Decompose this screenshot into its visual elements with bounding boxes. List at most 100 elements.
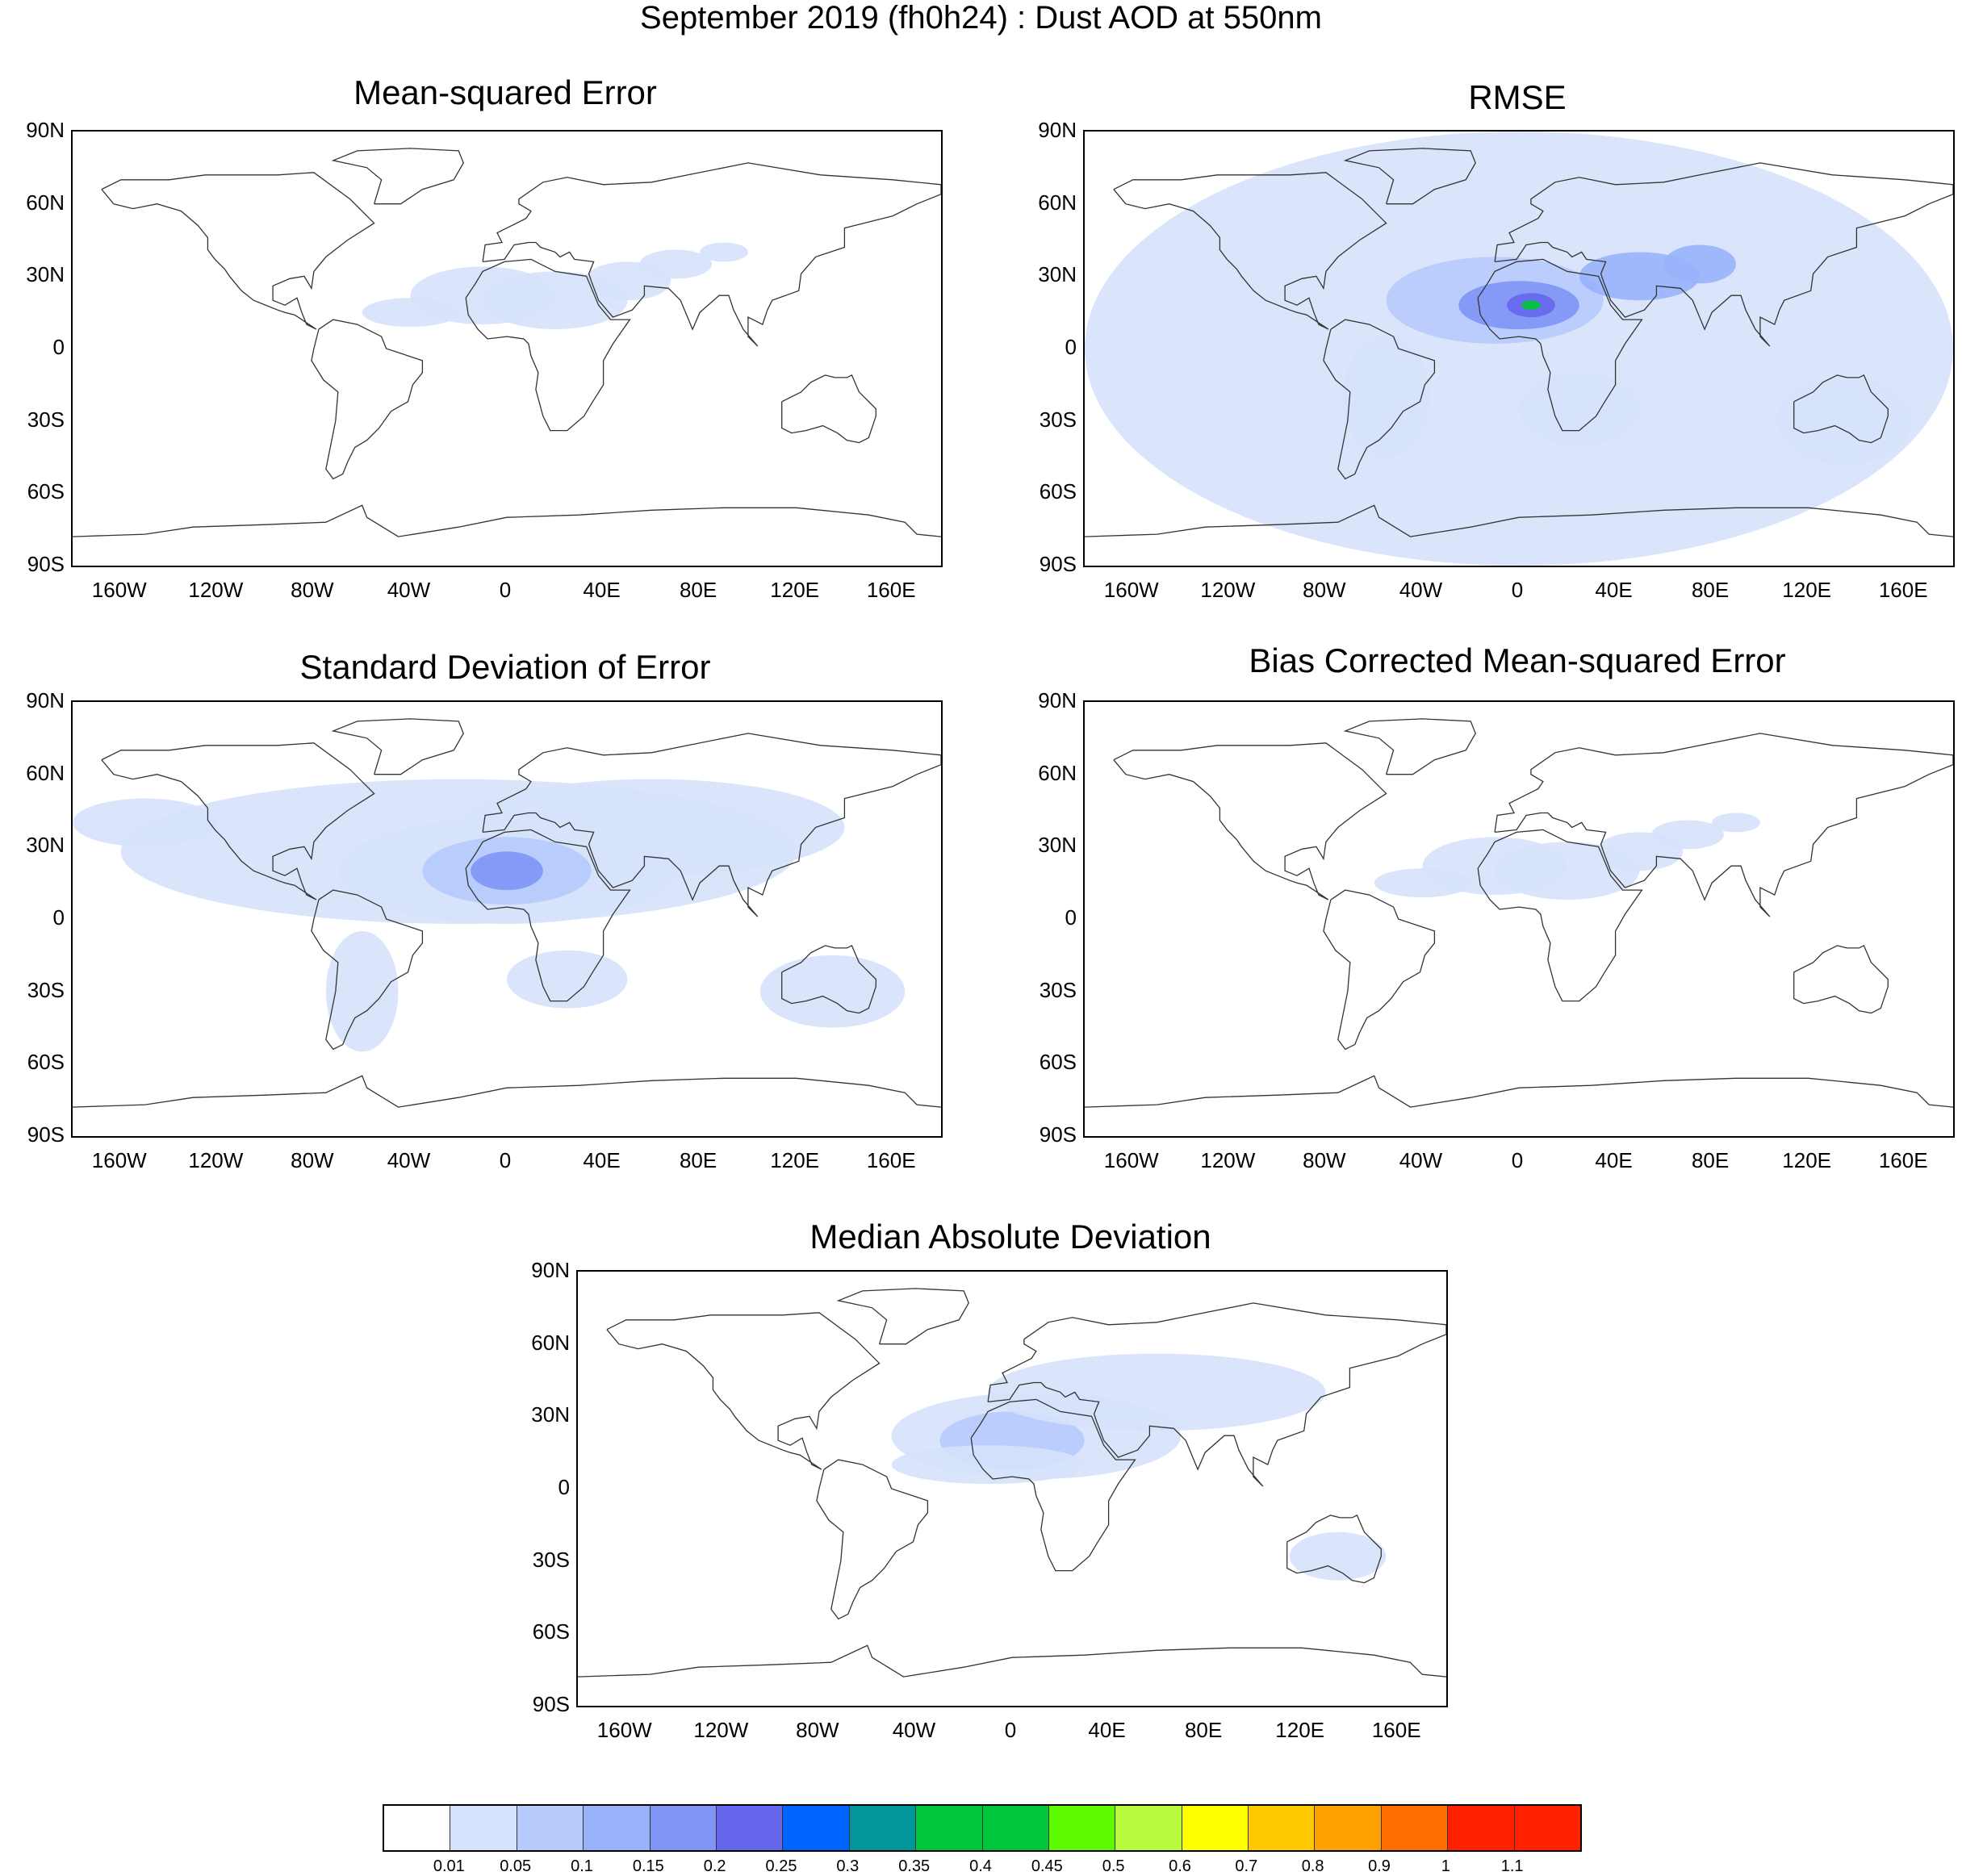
dust-region (362, 298, 459, 328)
lon-tick-label: 160W (1103, 578, 1159, 602)
panel-title: RMSE (1468, 78, 1567, 116)
lat-tick-label: 60S (27, 479, 65, 504)
lon-tick-label: 0 (1511, 1148, 1524, 1172)
coastline (816, 1459, 929, 1620)
lon-tick-label: 40W (387, 578, 431, 602)
lon-tick-label: 120W (1200, 578, 1256, 602)
lon-tick-label: 40W (1399, 1148, 1443, 1172)
map-canvas (73, 148, 941, 537)
colorbar-segment (916, 1806, 983, 1850)
world-map (71, 700, 943, 1138)
lat-tick-label: 60S (1039, 479, 1077, 504)
panel-title: Median Absolute Deviation (809, 1218, 1211, 1256)
coastline (73, 1075, 941, 1108)
lon-tick-label: 120W (188, 578, 244, 602)
coastline (1323, 889, 1436, 1051)
colorbar-segment (384, 1806, 451, 1850)
coastline (331, 148, 464, 205)
dust-region (325, 930, 399, 1052)
lon-tick-label: 40E (583, 578, 621, 602)
lon-tick-label: 160E (866, 578, 916, 602)
lon-tick-label: 80E (1184, 1718, 1223, 1742)
lon-tick-label: 0 (499, 578, 512, 602)
lon-tick-label: 120E (770, 1148, 820, 1172)
lon-tick-label: 40E (1595, 1148, 1633, 1172)
colorbar-tick-label: 0.35 (898, 1857, 931, 1875)
lat-tick-label: 30N (531, 1402, 570, 1427)
colorbar-tick-label: 1.1 (1500, 1857, 1524, 1875)
colorbar-segment (517, 1806, 584, 1850)
lat-tick-label: 30S (1039, 977, 1077, 1002)
coastline (970, 1398, 1136, 1572)
coastline (1793, 945, 1889, 1014)
lon-tick-label: 120E (1782, 578, 1832, 602)
lat-tick-label: 30N (26, 262, 65, 287)
colorbar-tick-label: 0.5 (1102, 1857, 1125, 1875)
lon-tick-label: 40W (1399, 578, 1443, 602)
coastline (331, 718, 464, 775)
lon-tick-label: 0 (1511, 578, 1524, 602)
map-canvas (578, 1288, 1446, 1678)
map-canvas (1085, 132, 1953, 566)
lon-tick-label: 80E (1691, 578, 1730, 602)
dust-region (73, 798, 218, 847)
lon-tick-label: 120E (770, 578, 820, 602)
colorbar-segment (450, 1806, 517, 1850)
lon-tick-label: 80E (679, 578, 717, 602)
coastline (311, 319, 424, 480)
lat-tick-label: 30S (27, 407, 65, 432)
dust-region (507, 950, 628, 1009)
colorbar-tick-label: 0.45 (1031, 1857, 1063, 1875)
colorbar-tick-label: 0.15 (632, 1857, 664, 1875)
dust-region (1289, 1531, 1387, 1581)
dust-region (471, 851, 543, 891)
lat-tick-label: 30N (1038, 262, 1077, 287)
dust-region (1342, 336, 1430, 458)
lat-tick-label: 90S (27, 552, 65, 576)
coastline (73, 504, 941, 537)
lat-tick-label: 90S (532, 1692, 570, 1716)
colorbar-segment (1115, 1806, 1182, 1850)
colorbar-tick-label: 0.7 (1235, 1857, 1258, 1875)
dust-region (639, 249, 713, 279)
lon-tick-label: 120W (188, 1148, 244, 1172)
dust-region (1519, 372, 1640, 445)
lon-tick-label: 160E (1878, 1148, 1928, 1172)
coastline (1085, 1075, 1953, 1108)
coastline (1286, 1515, 1382, 1584)
coastline (311, 889, 424, 1051)
coastline (836, 1288, 969, 1345)
coastline (1494, 733, 1953, 917)
lon-tick-label: 120E (1275, 1718, 1325, 1742)
coastline (987, 1302, 1446, 1487)
lon-tick-label: 160W (1103, 1148, 1159, 1172)
lon-tick-label: 160E (866, 1148, 916, 1172)
coastline (1343, 148, 1476, 205)
colorbar-segment (1048, 1806, 1116, 1850)
coastline (101, 172, 375, 330)
coastline (1113, 742, 1387, 900)
coastline (578, 1644, 1446, 1678)
lat-tick-label: 30S (1039, 407, 1077, 432)
dust-region (1776, 377, 1913, 465)
lon-tick-label: 40W (387, 1148, 431, 1172)
coastline (606, 1312, 881, 1470)
dust-region (1663, 244, 1736, 284)
colorbar-segment (716, 1806, 784, 1850)
coastline (1323, 319, 1436, 480)
colorbar-tick-label: 0.3 (836, 1857, 860, 1875)
colorbar-segment (1249, 1806, 1316, 1850)
colorbar-tick-label: 0.9 (1368, 1857, 1391, 1875)
lat-tick-label: 60N (531, 1330, 570, 1355)
lat-tick-label: 60S (532, 1619, 570, 1644)
lon-tick-label: 80W (1303, 1148, 1346, 1172)
lat-tick-label: 0 (52, 335, 65, 359)
lat-tick-label: 0 (1065, 335, 1077, 359)
lat-tick-label: 90S (27, 1122, 65, 1147)
colorbar-segment (1381, 1806, 1449, 1850)
lon-tick-label: 120E (1782, 1148, 1832, 1172)
colorbar-tick-label: 1 (1441, 1857, 1450, 1875)
coastline (1477, 258, 1643, 432)
coastline (482, 162, 941, 347)
colorbar (383, 1804, 1582, 1852)
